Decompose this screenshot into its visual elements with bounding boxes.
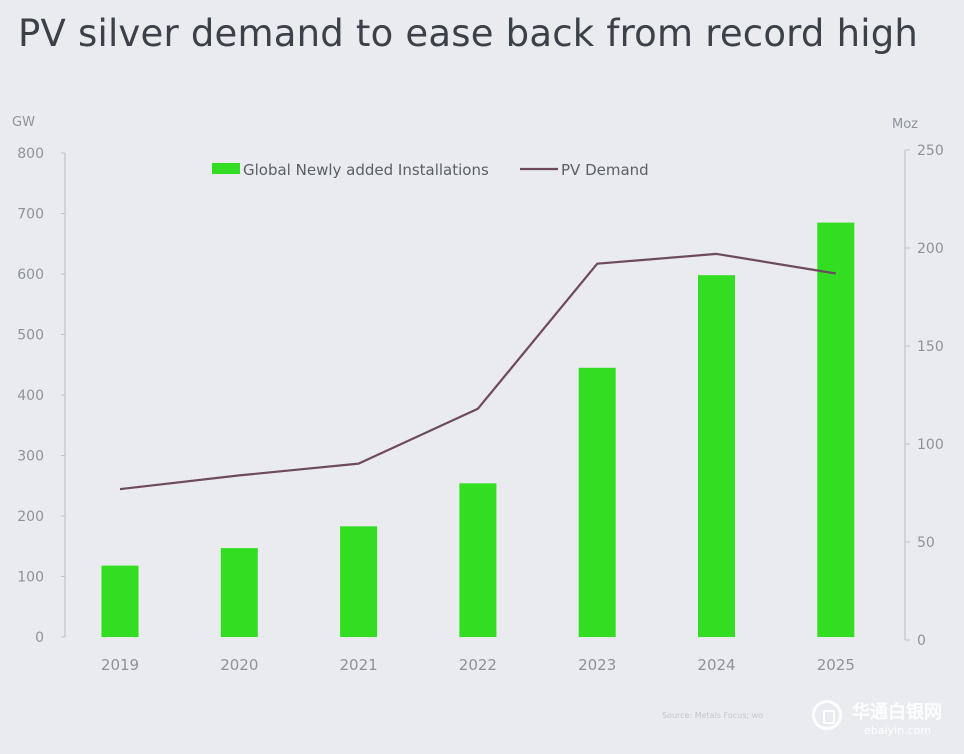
left-tick-label: 0 (35, 630, 44, 646)
legend-label-pv-demand: PV Demand (561, 161, 649, 179)
x-tick-label: 2023 (578, 656, 616, 674)
right-axis-unit: Moz (892, 117, 918, 132)
bar-2025 (817, 222, 855, 637)
right-tick-label: 200 (917, 241, 944, 257)
left-tick-label: 800 (17, 146, 44, 162)
right-tick-label: 150 (917, 339, 944, 355)
bar-series (101, 222, 855, 637)
right-tick-label: 0 (917, 633, 926, 649)
bar-2022 (459, 483, 497, 637)
bar-2019 (101, 565, 139, 637)
line-series (119, 252, 836, 491)
legend: Global Newly added Installations PV Dema… (212, 161, 649, 179)
right-tick-label: 250 (917, 143, 944, 159)
watermark-url: ebaiyin.com (864, 724, 932, 737)
left-tick-label: 100 (17, 570, 44, 586)
legend-label-installations: Global Newly added Installations (243, 161, 489, 179)
x-tick-label: 2022 (459, 656, 497, 674)
x-tick-label: 2020 (220, 656, 258, 674)
watermark-icon (812, 700, 842, 730)
left-axis: 0 100 200 300 400 500 600 700 800 (17, 146, 66, 646)
bar-2021 (340, 526, 378, 637)
x-axis-labels: 2019 2020 2021 2022 2023 2024 2025 (101, 656, 855, 674)
legend-swatch-installations (212, 163, 240, 174)
chart-title: PV silver demand to ease back from recor… (18, 12, 919, 55)
left-tick-label: 300 (17, 449, 44, 465)
source-note: Source: Metals Focus; wo (662, 711, 764, 720)
bar-2024 (698, 275, 735, 637)
bar-2020 (220, 548, 258, 637)
left-tick-label: 200 (17, 509, 44, 525)
right-axis: 0 50 100 150 200 250 (904, 143, 944, 649)
left-tick-label: 400 (17, 388, 44, 404)
left-tick-label: 500 (17, 328, 44, 344)
bar-2023 (578, 367, 616, 637)
x-tick-label: 2024 (697, 656, 735, 674)
left-tick-label: 600 (17, 267, 44, 283)
watermark-logo: 华通白银网 ebaiyin.com (806, 692, 964, 748)
x-tick-label: 2019 (101, 656, 139, 674)
left-tick-label: 700 (17, 207, 44, 223)
right-tick-label: 50 (917, 535, 935, 551)
left-axis-unit: GW (12, 115, 35, 130)
x-tick-label: 2021 (340, 656, 378, 674)
right-tick-label: 100 (917, 437, 944, 453)
watermark-name: 华通白银网 (852, 702, 942, 723)
x-tick-label: 2025 (817, 656, 855, 674)
